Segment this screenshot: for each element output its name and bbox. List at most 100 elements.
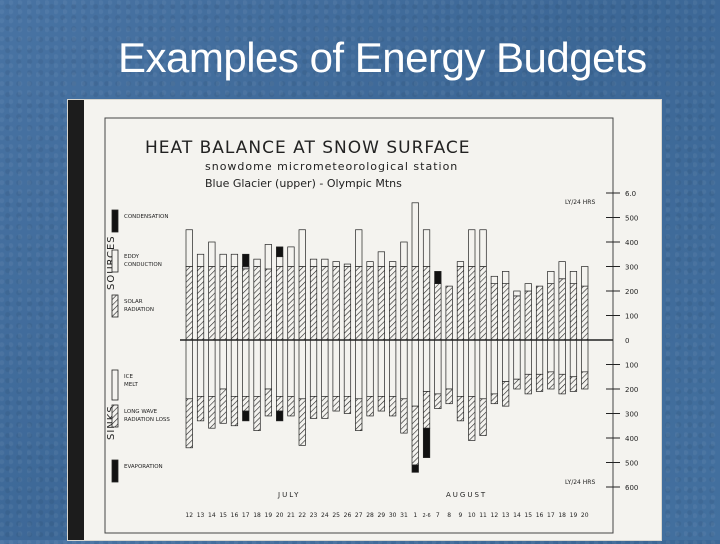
legend: CONDENSATION EDDY CONDUCTION SOLAR RADIATION… bbox=[111, 209, 170, 483]
legend-label: EVAPORATION bbox=[124, 464, 163, 470]
bar-segment bbox=[569, 376, 578, 392]
bar-segment bbox=[581, 266, 589, 287]
bar-segment bbox=[434, 339, 442, 395]
y-units-bottom: LY/24 HRS bbox=[565, 479, 595, 486]
x-tick-label: 16 bbox=[536, 512, 544, 519]
chart-subtitle: snowdome micrometeorological station bbox=[205, 160, 458, 173]
bar-segment bbox=[253, 396, 261, 432]
x-tick-label: 8 bbox=[447, 512, 451, 519]
bar-segment bbox=[502, 271, 510, 284]
bar-segment bbox=[547, 339, 555, 373]
x-tick-label: 9 bbox=[459, 512, 463, 519]
x-tick-label: 31 bbox=[400, 512, 408, 519]
bar-segment bbox=[242, 410, 250, 422]
y-tick-label: 6.0 bbox=[625, 190, 636, 198]
bar-segment bbox=[400, 339, 408, 400]
bar-segment bbox=[276, 339, 284, 397]
bar-segment bbox=[490, 393, 498, 405]
bar-segment bbox=[547, 271, 555, 284]
bar-segment bbox=[558, 373, 566, 395]
legend-swatch bbox=[111, 369, 119, 401]
bar-segment bbox=[276, 396, 284, 412]
x-tick-label: 19 bbox=[570, 512, 578, 519]
bar-segment bbox=[558, 261, 566, 280]
y-units-top: LY/24 HRS bbox=[565, 199, 595, 206]
bar-segment bbox=[332, 261, 340, 267]
bar-segment bbox=[230, 253, 239, 267]
legend-swatch bbox=[111, 404, 119, 428]
bar-segment bbox=[230, 396, 239, 427]
chart-figure: HEAT BALANCE AT SNOW SURFACE snowdome mi… bbox=[68, 100, 661, 540]
y-tick-label: 500 bbox=[625, 460, 638, 468]
figure-border bbox=[68, 100, 84, 540]
bar-segment bbox=[479, 398, 487, 436]
bar-segment bbox=[411, 464, 419, 473]
bar-segment bbox=[287, 266, 295, 341]
bar-segment bbox=[411, 202, 419, 267]
bar-segment bbox=[400, 241, 408, 267]
x-tick-label: 14 bbox=[513, 512, 521, 519]
bar-segment bbox=[264, 339, 272, 390]
bar-segment bbox=[253, 339, 261, 397]
y-tick-label: 300 bbox=[625, 264, 638, 272]
bar-segment bbox=[535, 285, 544, 341]
bar-segment bbox=[513, 290, 521, 297]
x-tick-label: 13 bbox=[502, 512, 510, 519]
bar-segment bbox=[185, 339, 193, 400]
x-tick-label: 12 bbox=[491, 512, 499, 519]
y-tick-label: 400 bbox=[625, 239, 638, 247]
bar-segment bbox=[276, 266, 284, 341]
bar-segment bbox=[196, 266, 205, 341]
bar-segment bbox=[502, 283, 510, 341]
bar-segment bbox=[490, 339, 498, 395]
bars bbox=[185, 202, 589, 473]
bar-segment bbox=[456, 266, 465, 341]
x-tick-label: 24 bbox=[321, 512, 329, 519]
legend-swatch bbox=[111, 459, 119, 483]
bar-segment bbox=[343, 266, 352, 341]
bar-segment bbox=[366, 261, 374, 267]
legend-swatch bbox=[111, 249, 119, 273]
chart-title: HEAT BALANCE AT SNOW SURFACE bbox=[145, 138, 471, 158]
bar-segment bbox=[196, 339, 205, 397]
bar-segment bbox=[366, 266, 374, 341]
bar-segment bbox=[196, 253, 205, 267]
x-tick-label: 30 bbox=[389, 512, 397, 519]
sources-label: SOURCES bbox=[106, 235, 117, 290]
bar-segment bbox=[219, 388, 227, 424]
bar-segment bbox=[535, 373, 544, 392]
bar-segment bbox=[558, 339, 566, 375]
bar-segment bbox=[230, 266, 239, 341]
bar-segment bbox=[389, 396, 397, 417]
bar-segment bbox=[547, 283, 555, 341]
y-tick-label: 500 bbox=[625, 215, 638, 223]
x-tick-label: 17 bbox=[242, 512, 250, 519]
bar-segment bbox=[208, 241, 216, 267]
bar-segment bbox=[332, 266, 340, 341]
bar-segment bbox=[219, 253, 227, 267]
bar-segment bbox=[569, 271, 578, 284]
x-tick-label: 13 bbox=[197, 512, 205, 519]
legend-label: CONDENSATION bbox=[124, 214, 168, 220]
bar-segment bbox=[513, 339, 521, 380]
bar-segment bbox=[355, 266, 363, 341]
bar-segment bbox=[366, 339, 374, 397]
bar-segment bbox=[468, 396, 476, 441]
y-axis: 6.0 500 400 300 200 100 0 100 200 300 400 500 600 bbox=[606, 190, 638, 492]
x-tick-label: 12 bbox=[185, 512, 193, 519]
bar-segment bbox=[490, 283, 498, 341]
bar-segment bbox=[377, 339, 385, 397]
legend-label: SOLAR bbox=[124, 299, 143, 305]
bar-segment bbox=[343, 396, 352, 414]
legend-label: RADIATION LOSS bbox=[124, 417, 170, 423]
bar-segment bbox=[445, 388, 453, 405]
bar-segment bbox=[479, 229, 487, 267]
plot-frame bbox=[104, 117, 614, 534]
bar-segment bbox=[479, 339, 487, 400]
bar-segment bbox=[219, 266, 227, 341]
bar-segment bbox=[422, 427, 431, 458]
bar-segment bbox=[253, 266, 261, 341]
y-tick-label: 300 bbox=[625, 411, 638, 419]
bar-segment bbox=[456, 396, 465, 422]
bar-segment bbox=[422, 391, 431, 429]
